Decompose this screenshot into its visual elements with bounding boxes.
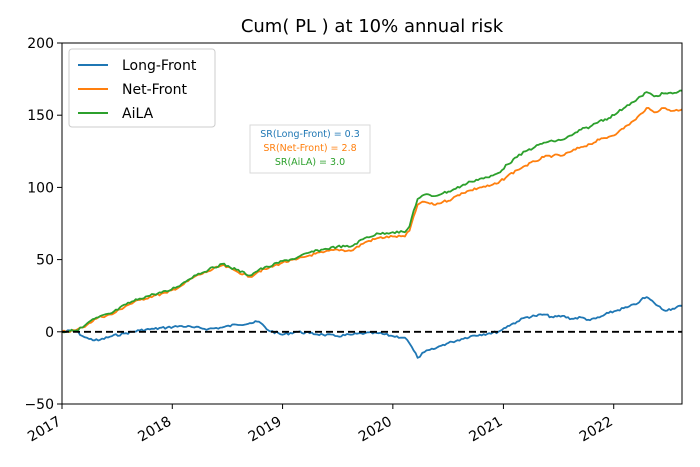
x-tick-label: 2021 xyxy=(467,414,506,446)
x-tick-label: 2018 xyxy=(135,414,174,446)
legend-label: AiLA xyxy=(122,106,154,122)
y-tick-label: 150 xyxy=(27,108,54,124)
legend: Long-Front Net-Front AiLA xyxy=(68,48,216,128)
legend-label: Net-Front xyxy=(122,82,188,98)
y-tick-label: 50 xyxy=(36,253,54,269)
y-tick-label: 100 xyxy=(27,180,54,196)
series-line-net-front xyxy=(62,107,682,333)
plot-frame xyxy=(61,42,683,405)
annotation-text: SR(Long-Front) = 0.3 xyxy=(260,129,360,140)
series-line-aila xyxy=(62,89,682,334)
y-tick-label: −50 xyxy=(24,397,54,413)
y-tick-label: 200 xyxy=(27,36,54,52)
legend-box xyxy=(68,48,216,128)
sharpe-ratio-annotation: SR(Long-Front) = 0.3 SR(Net-Front) = 2.8 S… xyxy=(249,124,371,174)
series-line-long-front xyxy=(62,296,682,359)
annotation-text: SR(AiLA) = 3.0 xyxy=(275,157,345,168)
plot-area xyxy=(62,89,682,359)
x-tick-label: 2020 xyxy=(356,414,395,446)
chart-title: Cum( PL ) at 10% annual risk xyxy=(241,16,504,37)
y-tick-label: 0 xyxy=(45,325,54,341)
legend-label: Long-Front xyxy=(122,58,197,74)
x-tick-label: 2017 xyxy=(25,414,64,446)
x-tick-label: 2019 xyxy=(246,414,285,446)
annotation-text: SR(Net-Front) = 2.8 xyxy=(263,143,356,154)
annotation-box xyxy=(249,124,371,174)
x-tick-label: 2022 xyxy=(577,414,616,446)
